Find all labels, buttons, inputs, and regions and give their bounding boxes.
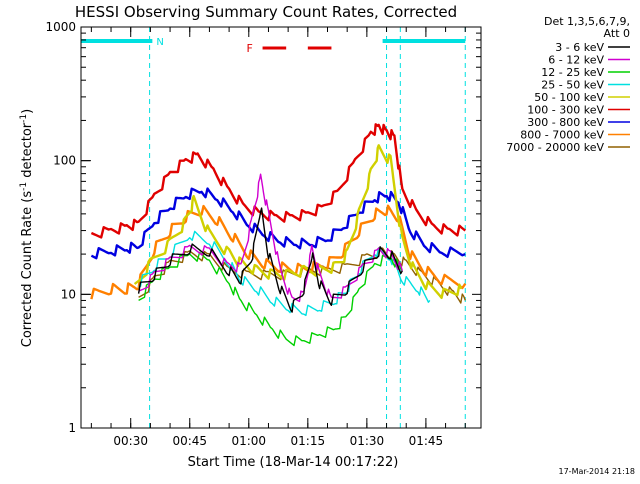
- y-axis-label-end: ): [20, 109, 35, 114]
- series-line-3: [138, 230, 431, 317]
- y-axis-label: Corrected Count Rate (s-1 detector-1): [19, 109, 35, 347]
- series-line-2: [138, 251, 403, 347]
- y-tick-label-3: 1000: [45, 20, 76, 34]
- y-tick-label-2: 100: [53, 154, 76, 168]
- flare-label: F: [247, 42, 253, 55]
- legend-label-3: 25 - 50 keV: [541, 79, 604, 92]
- legend-label-4: 50 - 100 keV: [534, 91, 604, 104]
- x-tick-label-4: 01:30: [350, 434, 385, 448]
- series-line-5: [90, 123, 467, 239]
- x-tick-label-3: 01:15: [291, 434, 326, 448]
- y-tick-label-1: 10: [61, 287, 76, 301]
- x-tick-label-1: 00:45: [172, 434, 207, 448]
- y-axis-label-exp1: -1: [19, 182, 29, 191]
- timestamp: 17-Mar-2014 21:18: [559, 467, 636, 476]
- y-axis-label-mid: detector: [20, 122, 35, 182]
- legend-label-0: 3 - 6 keV: [555, 41, 604, 54]
- chart-title: HESSI Observing Summary Count Rates, Cor…: [75, 3, 457, 21]
- y-axis-label-exp2: -1: [19, 114, 29, 123]
- night-label: N: [156, 37, 163, 48]
- legend-label-8: 7000 - 20000 keV: [506, 141, 604, 154]
- series-line-8: [138, 247, 466, 304]
- series-line-4: [133, 144, 463, 299]
- series-line-6: [90, 187, 466, 260]
- axes: 1 10 100 1000 00:30 00:45 01:00 01:15 01:30 01:45: [45, 20, 481, 448]
- plot-frame: [80, 26, 482, 429]
- y-axis-label-base: Corrected Count Rate (s: [20, 191, 35, 348]
- x-tick-label-5: 01:45: [409, 434, 444, 448]
- legend-label-1: 6 - 12 keV: [548, 54, 604, 67]
- legend-label-7: 800 - 7000 keV: [520, 129, 604, 142]
- x-tick-label-0: 00:30: [113, 434, 148, 448]
- x-tick-label-2: 01:00: [231, 434, 266, 448]
- legend-label-6: 300 - 800 keV: [527, 116, 604, 129]
- legend-label-5: 100 - 300 keV: [527, 104, 604, 117]
- legend-header-line-1: Det 1,3,5,6,7,9,: [544, 15, 630, 28]
- y-tick-label-0: 1: [68, 421, 76, 435]
- legend-label-2: 12 - 25 keV: [541, 66, 604, 79]
- x-axis-label: Start Time (18-Mar-14 00:17:22): [188, 455, 399, 470]
- series-line-0: [137, 207, 403, 313]
- legend-header-line-2: Att 0: [604, 27, 630, 40]
